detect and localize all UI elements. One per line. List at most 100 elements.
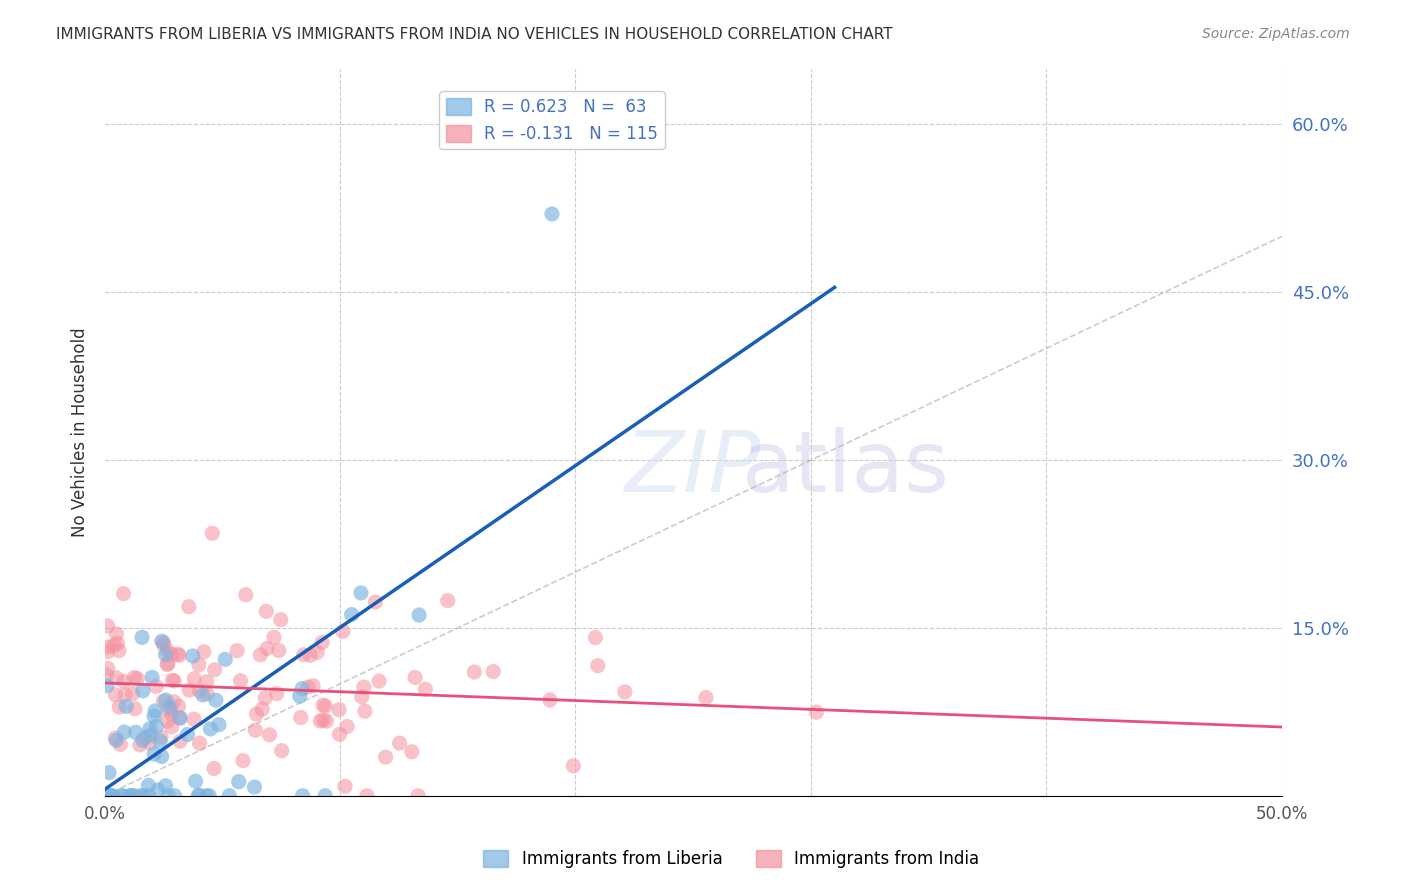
- Point: [586, 658, 609, 673]
- Point: [139, 728, 162, 742]
- Point: [218, 789, 240, 803]
- Point: [145, 719, 167, 733]
- Point: [152, 694, 174, 708]
- Point: [195, 687, 218, 701]
- Point: [188, 789, 211, 803]
- Point: [157, 789, 180, 803]
- Point: [288, 689, 311, 703]
- Point: [114, 688, 136, 702]
- Text: atlas: atlas: [742, 427, 950, 510]
- Point: [541, 207, 564, 221]
- Point: [179, 683, 201, 698]
- Point: [105, 733, 128, 747]
- Point: [226, 643, 249, 657]
- Point: [328, 727, 350, 741]
- Point: [104, 731, 127, 745]
- Point: [169, 711, 191, 725]
- Point: [254, 604, 277, 618]
- Legend: Immigrants from Liberia, Immigrants from India: Immigrants from Liberia, Immigrants from…: [477, 843, 986, 875]
- Point: [162, 673, 184, 688]
- Point: [315, 714, 337, 728]
- Point: [243, 780, 266, 794]
- Point: [121, 686, 143, 700]
- Point: [124, 725, 146, 739]
- Point: [169, 648, 191, 663]
- Point: [132, 683, 155, 698]
- Point: [256, 641, 278, 656]
- Point: [328, 703, 350, 717]
- Point: [538, 693, 561, 707]
- Point: [232, 754, 254, 768]
- Point: [169, 711, 191, 725]
- Point: [103, 638, 125, 652]
- Point: [299, 648, 322, 663]
- Point: [374, 750, 396, 764]
- Point: [333, 779, 356, 793]
- Point: [183, 712, 205, 726]
- Point: [290, 710, 312, 724]
- Point: [143, 704, 166, 718]
- Point: [156, 703, 179, 717]
- Point: [155, 693, 177, 707]
- Point: [252, 702, 274, 716]
- Point: [96, 668, 118, 682]
- Point: [112, 674, 135, 689]
- Point: [463, 665, 485, 679]
- Point: [156, 657, 179, 671]
- Point: [270, 613, 292, 627]
- Point: [340, 607, 363, 622]
- Point: [191, 688, 214, 702]
- Point: [150, 730, 173, 744]
- Point: [201, 526, 224, 541]
- Point: [263, 631, 285, 645]
- Point: [97, 619, 120, 633]
- Point: [98, 765, 121, 780]
- Point: [368, 674, 391, 689]
- Point: [311, 635, 333, 649]
- Point: [176, 727, 198, 741]
- Point: [204, 663, 226, 677]
- Point: [101, 789, 124, 803]
- Point: [254, 690, 277, 705]
- Point: [96, 789, 118, 803]
- Point: [482, 665, 505, 679]
- Point: [307, 645, 329, 659]
- Point: [112, 789, 135, 803]
- Point: [695, 690, 717, 705]
- Point: [143, 747, 166, 761]
- Point: [205, 693, 228, 707]
- Point: [132, 789, 155, 803]
- Point: [131, 733, 153, 747]
- Point: [160, 648, 183, 662]
- Point: [195, 674, 218, 689]
- Point: [138, 736, 160, 750]
- Point: [156, 644, 179, 658]
- Point: [97, 640, 120, 654]
- Point: [235, 588, 257, 602]
- Point: [97, 661, 120, 675]
- Text: Source: ZipAtlas.com: Source: ZipAtlas.com: [1202, 27, 1350, 41]
- Point: [613, 685, 636, 699]
- Y-axis label: No Vehicles in Household: No Vehicles in Household: [72, 327, 89, 537]
- Point: [160, 706, 183, 721]
- Point: [350, 690, 373, 704]
- Point: [134, 731, 156, 745]
- Point: [388, 736, 411, 750]
- Point: [202, 761, 225, 775]
- Point: [110, 738, 132, 752]
- Point: [131, 631, 153, 645]
- Point: [163, 695, 186, 709]
- Point: [145, 680, 167, 694]
- Point: [163, 789, 186, 803]
- Point: [356, 789, 378, 803]
- Point: [108, 643, 131, 657]
- Point: [120, 789, 142, 803]
- Point: [155, 779, 177, 793]
- Point: [336, 719, 359, 733]
- Point: [155, 648, 177, 662]
- Point: [245, 706, 267, 721]
- Point: [332, 624, 354, 639]
- Point: [166, 647, 188, 661]
- Point: [177, 599, 200, 614]
- Point: [200, 722, 222, 736]
